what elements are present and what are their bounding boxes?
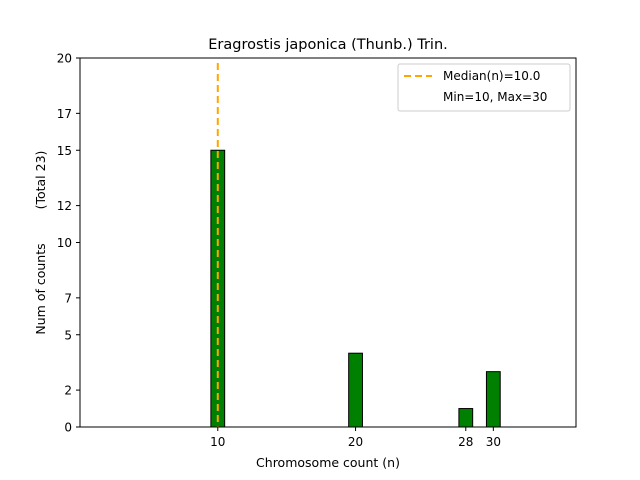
legend: Median(n)=10.0 Min=10, Max=30 bbox=[397, 63, 571, 112]
y-tick-label-12: 12 bbox=[57, 199, 72, 213]
bar-28 bbox=[458, 408, 474, 428]
x-tick-label-28: 28 bbox=[458, 435, 473, 449]
y-axis-total-label: (Total 23) bbox=[33, 151, 48, 210]
legend-box bbox=[397, 63, 571, 112]
x-tick-label-20: 20 bbox=[348, 435, 363, 449]
y-tick-label-7: 7 bbox=[64, 291, 72, 305]
legend-entry-range: Min=10, Max=30 bbox=[443, 90, 547, 104]
y-tick-label-5: 5 bbox=[64, 328, 72, 342]
x-tick-label-10: 10 bbox=[210, 435, 225, 449]
y-tick-label-17: 17 bbox=[57, 107, 72, 121]
y-tick-label-20: 20 bbox=[57, 52, 72, 66]
plot-area-frame bbox=[79, 57, 577, 428]
y-tick-label-15: 15 bbox=[57, 144, 72, 158]
y-axis-label: Num of counts bbox=[33, 243, 48, 334]
x-axis-ticks: 10 20 28 30 bbox=[210, 427, 501, 449]
x-tick-label-30: 30 bbox=[486, 435, 501, 449]
y-tick-label-0: 0 bbox=[64, 421, 72, 435]
y-axis-ticks: 0 2 5 7 10 12 15 17 20 bbox=[57, 52, 80, 435]
x-axis-label: Chromosome count (n) bbox=[256, 455, 400, 470]
y-tick-label-2: 2 bbox=[64, 384, 72, 398]
bars-group bbox=[210, 149, 556, 428]
y-tick-label-10: 10 bbox=[57, 236, 72, 250]
bar-30 bbox=[485, 371, 501, 428]
bar-20 bbox=[348, 352, 363, 428]
chart-title: Eragrostis japonica (Thunb.) Trin. bbox=[208, 37, 448, 53]
legend-entry-median: Median(n)=10.0 bbox=[443, 69, 540, 83]
